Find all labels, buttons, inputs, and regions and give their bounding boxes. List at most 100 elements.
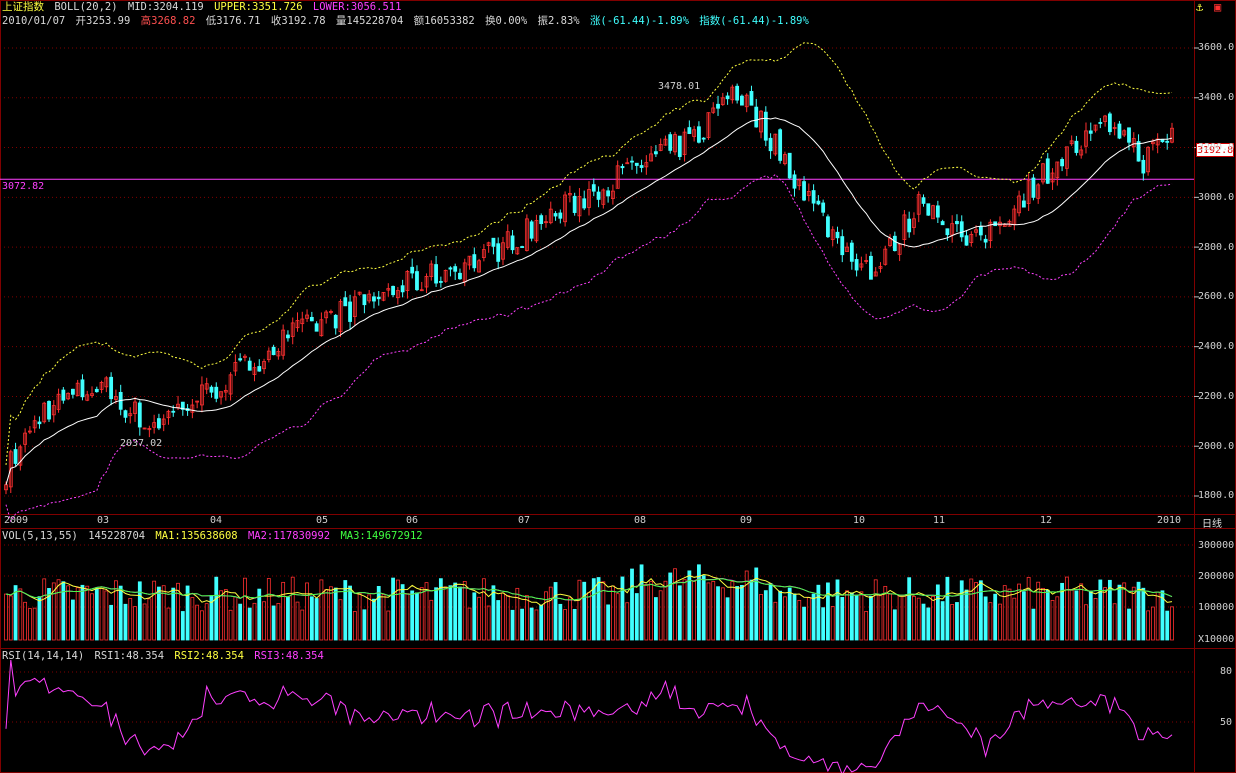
candle-body xyxy=(1112,127,1117,129)
candle-body xyxy=(1155,138,1160,146)
candle-body xyxy=(558,212,563,219)
candle-body xyxy=(701,137,706,140)
candle-body xyxy=(916,194,921,215)
candle-body xyxy=(883,248,888,265)
candle-body xyxy=(926,203,931,216)
quote-header: 2010/01/07 开3253.99 高3268.82 低3176.71 收3… xyxy=(2,15,813,28)
volume-bar xyxy=(558,603,563,641)
boll-upper-line xyxy=(5,42,1173,465)
candle-body xyxy=(314,323,319,332)
candle-body xyxy=(99,382,104,390)
rsi-label: RSI(14,14,14) xyxy=(2,650,85,662)
volume-bar xyxy=(104,590,109,641)
candle-body xyxy=(42,402,47,423)
hline-label: 3072.82 xyxy=(2,181,45,192)
volume-bar xyxy=(830,606,835,641)
volume-bar xyxy=(763,590,768,641)
candle-body xyxy=(601,189,606,205)
volume-bar xyxy=(458,586,462,641)
candle-body xyxy=(625,162,630,165)
candle-body xyxy=(529,221,534,239)
volume-bar xyxy=(1127,608,1131,641)
volume-bar xyxy=(682,579,687,641)
price-axis-label: 2800.0 xyxy=(1198,242,1235,253)
volume-bar xyxy=(606,604,611,641)
volume-bar xyxy=(133,606,137,641)
candle-body xyxy=(849,242,854,262)
candle-body xyxy=(1141,159,1146,174)
volume-bar xyxy=(720,587,725,641)
volume-bar xyxy=(429,599,434,641)
volume-bar xyxy=(778,590,783,641)
candle-body xyxy=(630,160,634,163)
volume-bar xyxy=(66,585,71,641)
volume-bar xyxy=(835,579,840,641)
candle-body xyxy=(892,235,897,252)
volume-bar xyxy=(4,593,8,641)
candle-body xyxy=(787,152,792,179)
candle-body xyxy=(840,236,845,256)
candle-body xyxy=(66,392,71,400)
volume-bar xyxy=(233,596,238,641)
candle-body xyxy=(271,346,276,356)
volume-bar xyxy=(544,591,548,641)
boll-mid: MID:3204.119 xyxy=(127,1,204,13)
candle-body xyxy=(1045,158,1050,184)
candle-body xyxy=(1064,146,1069,169)
candle-body xyxy=(266,350,271,361)
time-axis-label: 09 xyxy=(740,515,753,526)
volume-bar xyxy=(740,585,744,641)
volume-bar xyxy=(959,580,964,641)
candle-body xyxy=(869,255,873,280)
volume-bar xyxy=(1103,587,1107,641)
candle-body xyxy=(845,246,849,252)
volume-bar xyxy=(352,611,357,641)
volume-bar xyxy=(1055,596,1060,641)
window-icon[interactable]: ▣ xyxy=(1214,0,1222,14)
volume-bar xyxy=(649,581,654,641)
quote-close: 收3192.78 xyxy=(270,15,326,27)
candle-body xyxy=(157,418,161,429)
candle-body xyxy=(1136,141,1141,162)
candle-body xyxy=(744,94,749,108)
volume-bar xyxy=(324,589,329,641)
candle-body xyxy=(219,391,223,398)
candle-body xyxy=(945,228,950,236)
candle-body xyxy=(348,301,352,322)
candle-body xyxy=(477,260,481,273)
boll-label: BOLL(20,2) xyxy=(54,1,118,13)
volume-bar xyxy=(94,588,99,641)
volume-bar xyxy=(663,580,668,641)
volume-bar xyxy=(314,598,319,641)
volume-bar xyxy=(247,607,252,641)
volume-bar xyxy=(1160,590,1165,641)
volume-bar xyxy=(916,597,921,641)
candle-body xyxy=(1150,141,1155,145)
volume-bar xyxy=(400,584,405,641)
volume-bar xyxy=(548,586,553,641)
candle-body xyxy=(567,193,572,196)
candle-body xyxy=(864,260,869,262)
volume-bar xyxy=(142,603,147,641)
anchor-icon[interactable]: ⚓ xyxy=(1196,0,1204,14)
volume-bar xyxy=(262,601,266,641)
volume-bar xyxy=(988,602,993,641)
volume-bar xyxy=(687,570,692,641)
candle-body xyxy=(697,126,701,143)
index-name: 上证指数 xyxy=(2,1,44,13)
volume-bar xyxy=(749,579,754,641)
period-label[interactable]: 日线 xyxy=(1202,519,1222,530)
candle-body xyxy=(1107,113,1112,133)
volume-bar xyxy=(577,579,582,641)
volume-bar xyxy=(281,581,286,641)
candle-body xyxy=(257,366,262,372)
candle-body xyxy=(1017,195,1021,214)
candle-body xyxy=(180,401,185,410)
candle-body xyxy=(481,249,486,258)
candle-body xyxy=(773,133,778,155)
candle-body xyxy=(759,110,763,133)
candle-body xyxy=(644,162,649,168)
volume-bar xyxy=(219,590,223,641)
